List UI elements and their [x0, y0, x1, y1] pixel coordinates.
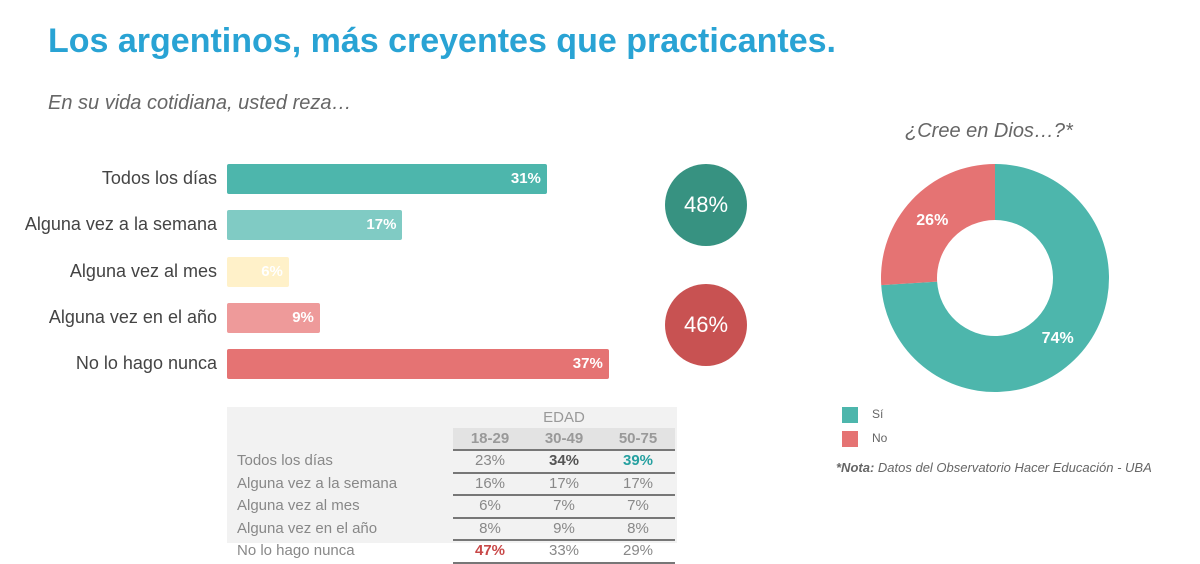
legend-label: Sí: [872, 407, 884, 422]
table-row: Todos los días 23% 34% 39%: [237, 450, 675, 474]
note-prefix: *Nota:: [836, 460, 875, 475]
table-row: Alguna vez a la semana 16% 17% 17%: [237, 472, 675, 496]
bar-value-label: 37%: [572, 355, 603, 372]
table-title: EDAD: [543, 409, 585, 426]
table-cell: 6%: [453, 495, 527, 519]
bar: 6%: [227, 257, 289, 287]
bar-category-label: Todos los días: [101, 168, 217, 188]
table-cell: 23%: [453, 450, 527, 474]
bar-category-label: Alguna vez a la semana: [24, 214, 217, 234]
age-table: EDAD 18-29 30-49 50-75 Todos los días 23%…: [227, 407, 677, 564]
table-cell: 47%: [453, 540, 527, 564]
bar-chart-subtitle: En su vida cotidiana, usted reza…: [48, 92, 352, 114]
legend-label: No: [872, 431, 888, 446]
donut-value-label: 26%: [916, 212, 948, 229]
row-label: Alguna vez en el año: [237, 519, 378, 537]
legend-item-si: Sí: [842, 407, 883, 423]
table-cell: 16%: [453, 472, 527, 496]
table-cell: 7%: [601, 495, 675, 519]
table-cell: 39%: [601, 450, 675, 474]
bar: 37%: [227, 349, 609, 379]
col-header: 18-29: [453, 428, 527, 451]
note-text: Datos del Observatorio Hacer Educación -…: [874, 460, 1152, 475]
row-label: Alguna vez al mes: [237, 497, 360, 515]
table-cell: 17%: [601, 472, 675, 496]
page-title: Los argentinos, más creyentes que practi…: [48, 22, 836, 60]
legend-swatch: [842, 431, 858, 447]
bar-value-label: 9%: [292, 309, 314, 326]
table-cell: 29%: [601, 540, 675, 564]
table-row: Alguna vez en el año 8% 9% 8%: [237, 517, 675, 541]
row-label: No lo hago nunca: [237, 542, 355, 560]
donut-slice-si: [881, 164, 1109, 392]
table-row: Alguna vez al mes 6% 7% 7%: [237, 495, 675, 519]
bar-value-label: 6%: [261, 263, 283, 280]
donut-chart: 74% 26%: [881, 164, 1109, 392]
not-pray-summary-circle: 46%: [665, 284, 747, 366]
donut-value-label: 74%: [1042, 330, 1074, 347]
source-note: *Nota: Datos del Observatorio Hacer Educ…: [836, 460, 1152, 475]
bar-category-label: No lo hago nunca: [75, 353, 217, 373]
bar: 31%: [227, 164, 547, 194]
table-cell: 34%: [527, 450, 601, 474]
bar: 17%: [227, 210, 403, 240]
table-row: No lo hago nunca 47% 33% 29%: [237, 540, 675, 564]
col-header: 30-49: [527, 428, 601, 451]
table-cell: 17%: [527, 472, 601, 496]
bar-category-label: Alguna vez en el año: [48, 307, 217, 327]
table-cell: 33%: [527, 540, 601, 564]
table-cell: 8%: [601, 517, 675, 541]
row-label: Alguna vez a la semana: [237, 474, 398, 492]
bar-category-label: Alguna vez al mes: [69, 261, 217, 281]
table-cell: 8%: [453, 517, 527, 541]
pray-summary-circle: 48%: [665, 164, 747, 246]
bar-value-label: 17%: [366, 216, 397, 233]
bar-value-label: 31%: [510, 170, 541, 187]
table-cell: 7%: [527, 495, 601, 519]
row-label: Todos los días: [237, 452, 333, 470]
legend-swatch: [842, 407, 858, 423]
col-header: 50-75: [601, 428, 675, 451]
bar: 9%: [227, 303, 320, 333]
legend-item-no: No: [842, 431, 887, 447]
donut-slice-no: [881, 164, 995, 286]
table-cell: 9%: [527, 517, 601, 541]
donut-title: ¿Cree en Dios…?*: [905, 120, 1073, 142]
